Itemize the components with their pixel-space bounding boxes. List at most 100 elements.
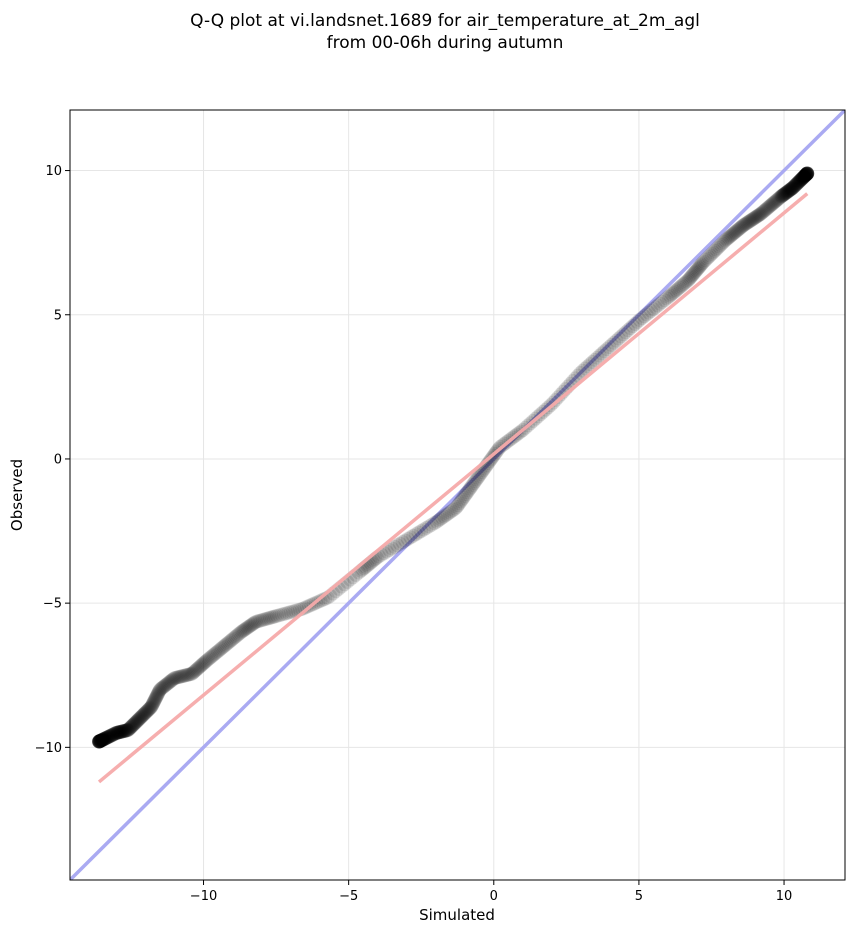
quantile-point xyxy=(93,733,108,748)
quantile-point xyxy=(100,730,115,745)
quantile-point xyxy=(800,166,815,181)
quantile-point xyxy=(197,655,212,670)
quantile-point xyxy=(789,177,804,192)
quantile-point xyxy=(730,223,745,238)
quantile-point xyxy=(213,642,228,657)
quantile-point xyxy=(798,168,813,183)
quantile-point xyxy=(798,168,813,183)
quantile-point xyxy=(644,303,659,318)
quantile-point xyxy=(799,167,814,182)
quantile-point xyxy=(583,357,598,372)
quantile-point xyxy=(679,274,694,289)
quantile-point xyxy=(704,246,719,261)
quantile-point xyxy=(400,531,415,546)
quantile-point xyxy=(92,734,107,749)
quantile-point xyxy=(238,622,253,637)
quantile-point xyxy=(551,390,566,405)
quantile-point xyxy=(116,724,131,739)
quantile-point xyxy=(763,198,778,213)
quantile-point xyxy=(706,245,721,260)
quantile-point xyxy=(724,227,739,242)
quantile-point xyxy=(143,700,158,715)
quantile-point xyxy=(92,734,107,749)
quantile-point xyxy=(799,167,814,182)
quantile-point xyxy=(483,452,498,467)
quantile-point xyxy=(746,211,761,226)
quantile-point xyxy=(187,664,202,679)
quantile-point xyxy=(666,285,681,300)
quantile-point xyxy=(800,166,815,181)
quantile-point xyxy=(796,170,811,185)
quantile-point xyxy=(794,171,809,186)
quantile-point xyxy=(726,226,741,241)
quantile-point xyxy=(118,723,133,738)
quantile-point xyxy=(154,681,169,696)
quantile-point xyxy=(127,716,142,731)
quantile-point xyxy=(777,186,792,201)
quantile-point xyxy=(121,722,136,737)
quantile-point xyxy=(145,697,160,712)
quantile-point xyxy=(92,734,107,749)
quantile-point xyxy=(94,733,109,748)
quantile-point xyxy=(110,725,125,740)
quantile-point xyxy=(782,183,797,198)
quantile-point xyxy=(611,331,626,346)
quantile-point xyxy=(673,279,688,294)
quantile-point xyxy=(193,659,208,674)
quantile-point xyxy=(94,733,109,748)
quantile-point xyxy=(715,236,730,251)
quantile-point xyxy=(712,239,727,254)
quantile-point xyxy=(791,175,806,190)
quantile-point xyxy=(798,168,813,183)
quantile-point xyxy=(774,189,789,204)
quantile-point xyxy=(151,685,166,700)
quantile-point xyxy=(575,363,590,378)
quantile-point xyxy=(92,734,107,749)
quantile-point xyxy=(113,724,128,739)
quantile-point xyxy=(128,715,143,730)
quantile-point xyxy=(785,180,800,195)
quantile-point xyxy=(776,187,791,202)
quantile-point xyxy=(452,496,467,511)
quantile-point xyxy=(773,189,788,204)
quantile-point xyxy=(790,176,805,191)
quantile-point xyxy=(156,680,171,695)
fit-line-layer xyxy=(97,192,809,784)
quantile-point xyxy=(604,337,619,352)
quantile-point xyxy=(235,623,250,638)
quantile-point xyxy=(795,171,810,186)
quantile-point xyxy=(141,702,156,717)
quantile-point xyxy=(791,175,806,190)
quantile-point xyxy=(106,727,121,742)
quantile-point xyxy=(786,180,801,195)
quantile-point xyxy=(799,166,814,181)
quantile-point xyxy=(110,725,125,740)
quantile-point xyxy=(133,710,148,725)
quantile-point xyxy=(707,243,722,258)
quantile-point xyxy=(632,312,647,327)
quantile-point xyxy=(283,605,298,620)
quantile-point xyxy=(231,627,246,642)
quantile-point xyxy=(208,646,223,661)
quantile-point xyxy=(105,728,120,743)
quantile-point xyxy=(672,280,687,295)
quantile-point xyxy=(678,275,693,290)
quantile-point xyxy=(732,221,747,236)
quantile-point xyxy=(100,730,115,745)
quantile-point xyxy=(134,709,149,724)
quantile-point xyxy=(98,731,113,746)
quantile-point xyxy=(470,470,485,485)
quantile-point xyxy=(788,177,803,192)
quantile-point xyxy=(687,265,702,280)
quantile-point xyxy=(245,617,260,632)
quantile-point xyxy=(778,186,793,201)
quantile-point xyxy=(132,711,147,726)
quantile-point xyxy=(468,474,483,489)
quantile-point xyxy=(431,513,446,528)
plot-frame xyxy=(69,109,846,881)
quantile-point xyxy=(653,296,668,311)
quantile-point xyxy=(119,723,134,738)
quantile-point xyxy=(768,194,783,209)
quantile-point xyxy=(793,173,808,188)
quantile-point xyxy=(790,175,805,190)
